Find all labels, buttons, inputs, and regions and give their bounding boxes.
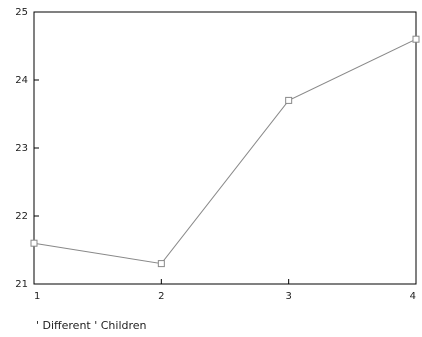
x-tick-label: 3 [285, 291, 291, 302]
y-tick-label: 22 [15, 211, 28, 222]
x-axis-title: ' Different ' Children [36, 319, 147, 332]
plot-frame [34, 12, 416, 284]
y-tick-label: 21 [15, 279, 28, 290]
x-tick-label: 4 [410, 291, 416, 302]
data-point-marker [413, 36, 419, 42]
data-point-marker [158, 261, 164, 267]
data-series [31, 36, 419, 266]
y-tick-label: 25 [15, 7, 28, 18]
x-tick-label: 2 [158, 291, 164, 302]
data-point-marker [31, 240, 37, 246]
y-axis-ticks: 21 22 23 24 25 [15, 7, 39, 290]
y-tick-label: 24 [15, 75, 28, 86]
data-point-marker [286, 97, 292, 103]
x-tick-label: 1 [34, 291, 40, 302]
x-axis-ticks: 1 2 3 4 [34, 279, 416, 302]
series-line [34, 39, 416, 263]
y-tick-label: 23 [15, 143, 28, 154]
